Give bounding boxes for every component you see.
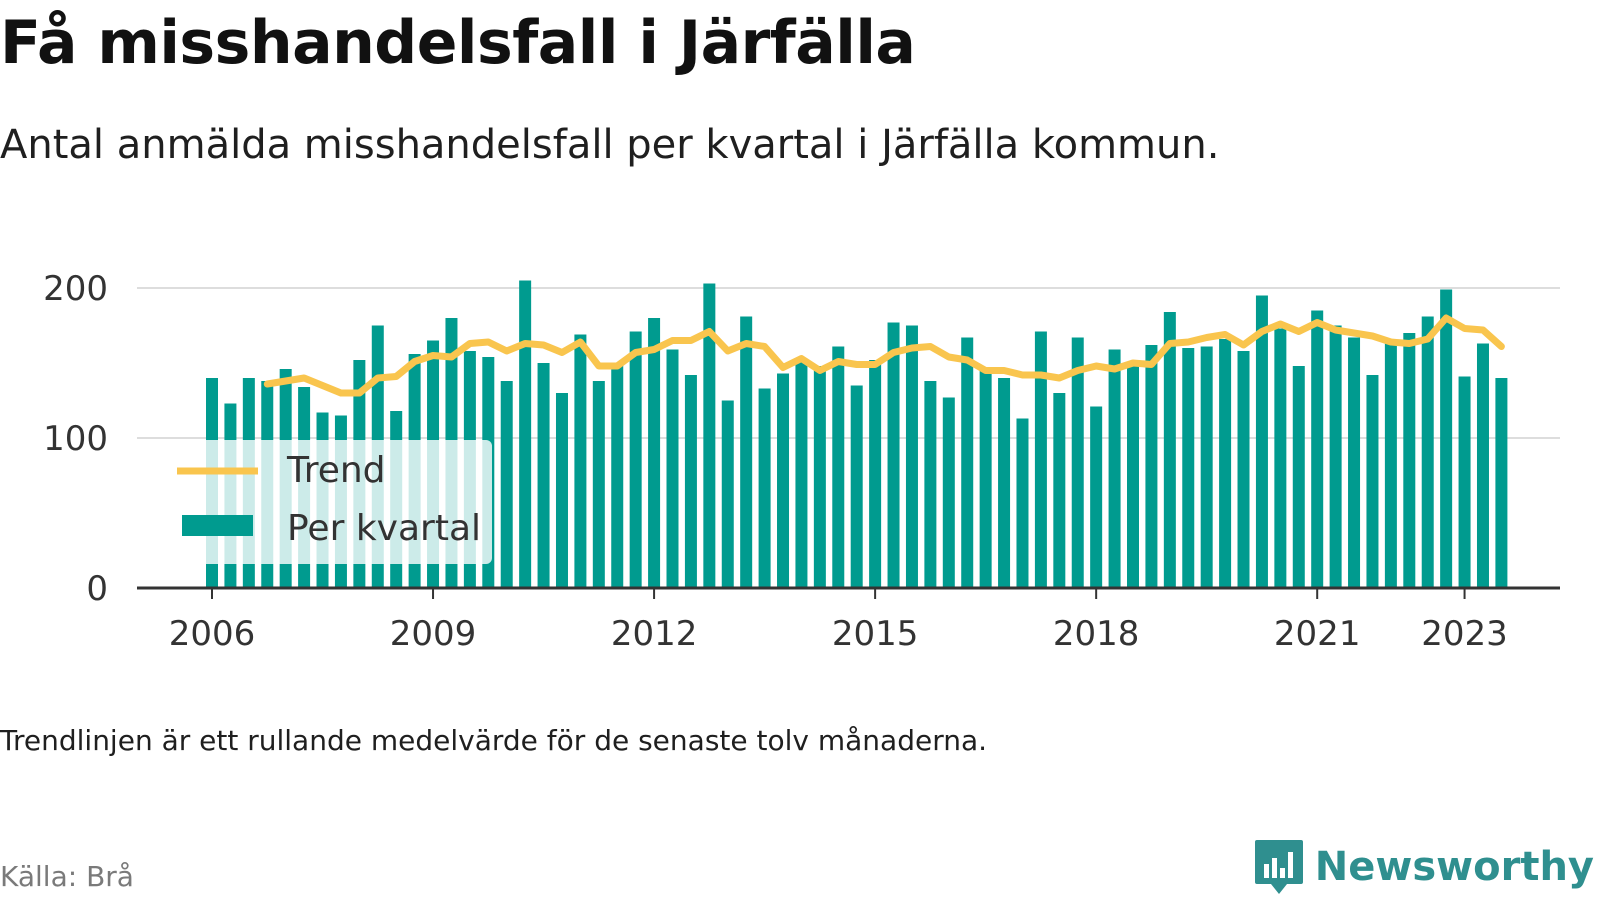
bar	[666, 349, 679, 588]
chart-title: Få misshandelsfall i Järfälla	[0, 8, 916, 78]
bar	[1053, 393, 1066, 588]
chart: 0 100 200 2006 2009 2012 2015 2018 2021 2023 Tren…	[43, 269, 1560, 654]
x-tick-label: 2006	[169, 614, 256, 654]
newsworthy-logo-icon	[1254, 840, 1303, 894]
bar	[1145, 345, 1158, 588]
bar	[1163, 312, 1176, 588]
bar	[905, 325, 918, 588]
brand-name: Newsworthy	[1314, 844, 1594, 890]
x-tick-label: 2023	[1421, 614, 1508, 654]
bar	[795, 360, 808, 588]
bar	[998, 378, 1011, 588]
bar	[721, 400, 734, 588]
bar	[1182, 348, 1195, 588]
bar	[1366, 375, 1379, 588]
bar	[1292, 366, 1305, 588]
bar	[703, 283, 716, 588]
bar	[629, 331, 642, 588]
bar	[1034, 331, 1047, 588]
bar	[1274, 328, 1287, 588]
legend: Trend Per kvartal	[162, 440, 492, 564]
y-tick-label: 0	[86, 569, 108, 609]
bar	[1458, 376, 1471, 588]
bar	[537, 363, 550, 588]
bar	[1127, 363, 1139, 588]
line-series-trend	[263, 314, 1505, 397]
trend-line	[263, 314, 1505, 397]
bar	[1440, 289, 1453, 588]
bar	[1219, 339, 1232, 588]
bar	[555, 393, 568, 588]
bar	[1071, 337, 1084, 588]
bar	[924, 381, 937, 588]
legend-per-kvartal-swatch	[182, 515, 253, 536]
bar	[740, 316, 753, 588]
legend-trend-label: Trend	[286, 450, 386, 491]
bar	[519, 280, 532, 588]
x-tick-label: 2018	[1053, 614, 1140, 654]
x-tick-label: 2021	[1274, 614, 1361, 654]
bar	[979, 370, 992, 588]
x-tick-label: 2009	[390, 614, 477, 654]
bar	[777, 373, 790, 588]
bar	[1384, 342, 1397, 588]
bar	[1090, 406, 1103, 588]
bar	[1237, 351, 1250, 588]
bar	[813, 366, 826, 588]
bar	[887, 322, 900, 588]
bar	[850, 385, 863, 588]
bar	[1495, 378, 1508, 588]
bar	[869, 360, 882, 588]
bar	[1348, 337, 1361, 588]
bar	[1108, 349, 1121, 588]
bar	[1476, 343, 1489, 588]
bar	[1421, 316, 1434, 588]
bar	[961, 337, 974, 588]
x-tick-label: 2015	[832, 614, 919, 654]
bar	[1329, 325, 1342, 588]
bar	[500, 381, 513, 588]
bar	[942, 397, 955, 588]
bar	[684, 375, 697, 588]
bar	[1311, 310, 1324, 588]
bar	[832, 346, 845, 588]
x-tick-label: 2012	[611, 614, 698, 654]
y-tick-label: 200	[43, 269, 108, 309]
y-tick-label: 100	[43, 419, 108, 459]
brand: Newsworthy	[1253, 838, 1594, 896]
bar	[1403, 333, 1416, 588]
bar	[1016, 418, 1029, 588]
chart-note: Trendlinjen är ett rullande medelvärde f…	[0, 724, 988, 757]
axes: 0 100 200 2006 2009 2012 2015 2018 2021 2023	[43, 269, 1560, 654]
bar	[1200, 346, 1213, 588]
bar	[592, 381, 605, 588]
bar	[1255, 295, 1268, 588]
source-label: Källa: Brå	[0, 860, 134, 893]
legend-per-kvartal-label: Per kvartal	[287, 508, 481, 549]
chart-subtitle: Antal anmälda misshandelsfall per kvarta…	[0, 122, 1220, 168]
bar	[611, 363, 624, 588]
bar	[648, 318, 661, 588]
bar	[574, 334, 587, 588]
bar	[758, 388, 771, 588]
